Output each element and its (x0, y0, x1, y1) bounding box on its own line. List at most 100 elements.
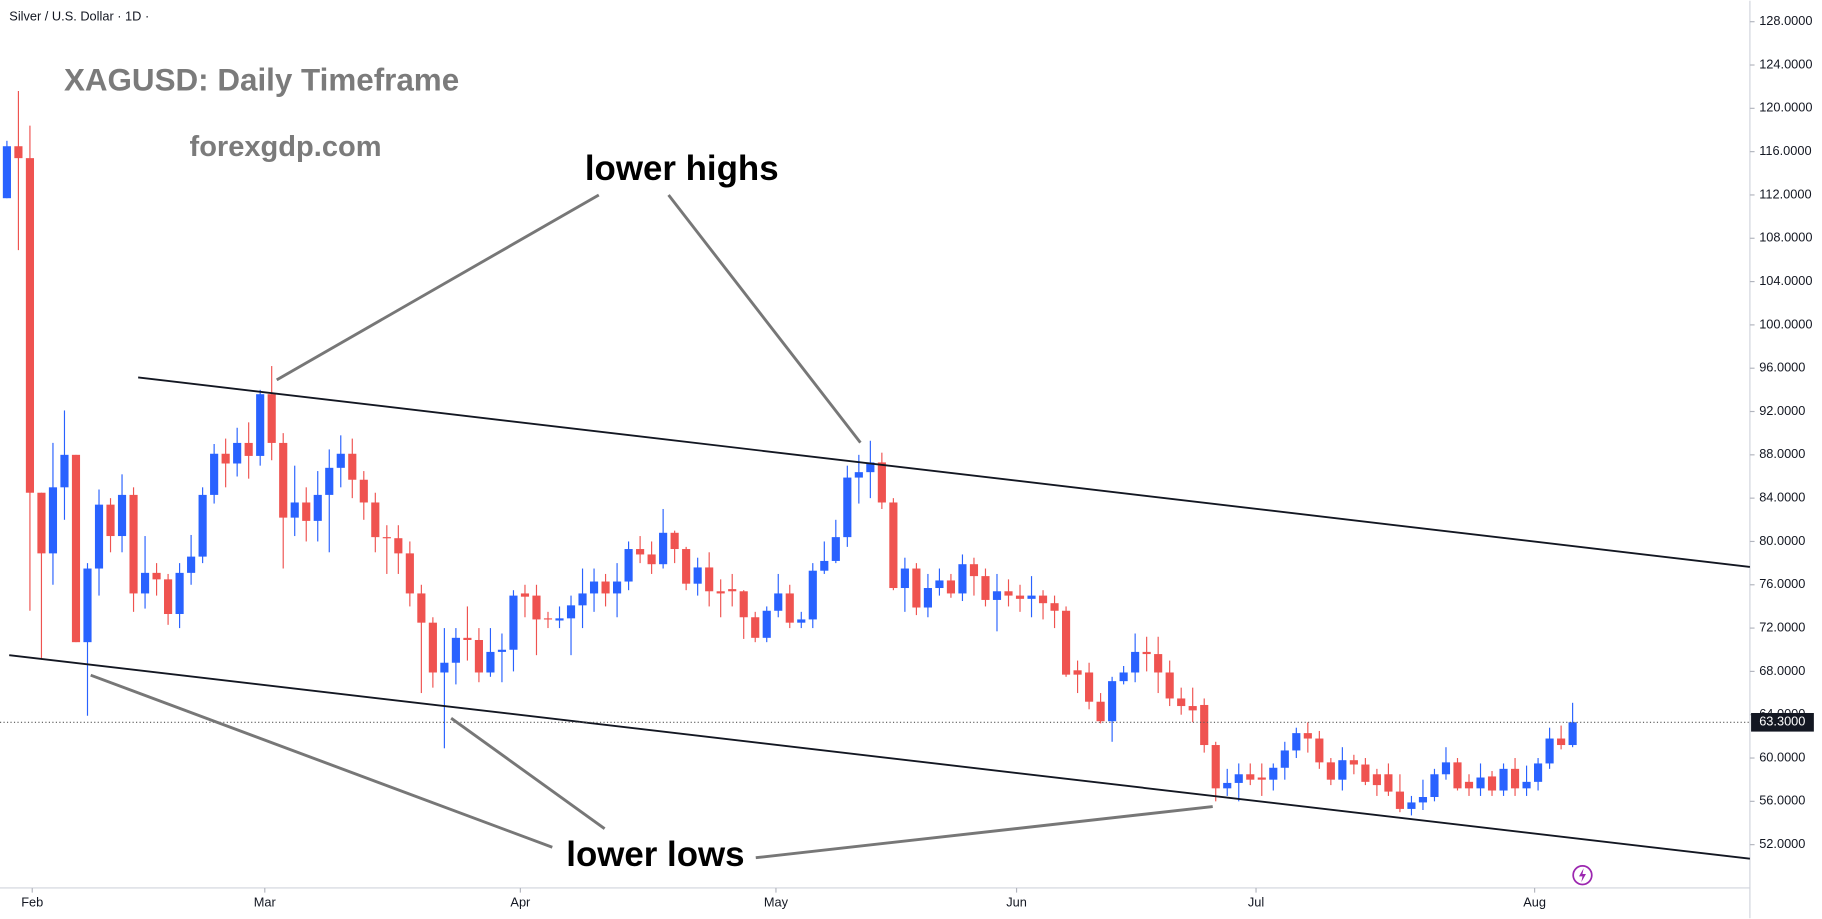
candle-body (1015, 595, 1025, 599)
last-price-label: 63.3000 (1759, 714, 1805, 729)
arrow (450, 717, 606, 830)
candle-body (302, 502, 311, 521)
candle-body (854, 472, 863, 478)
candle-body (140, 572, 150, 594)
candle-body (797, 619, 806, 623)
candle-body (946, 580, 956, 594)
candle-body (785, 593, 794, 623)
candle-body (1142, 651, 1151, 655)
candle-body (1441, 762, 1451, 775)
y-tick-label: 60.0000 (1759, 749, 1805, 764)
candle-body (1073, 670, 1082, 675)
candle-body (1476, 777, 1485, 789)
candle-body (1257, 777, 1266, 780)
candle-body (106, 504, 115, 537)
candle-body (37, 492, 46, 554)
candle-body (1234, 774, 1243, 783)
candle-body (1200, 704, 1209, 746)
candle-body (94, 504, 104, 569)
candle-body (210, 453, 219, 495)
y-tick-label: 52.0000 (1759, 836, 1805, 851)
trendline (138, 376, 1751, 568)
candle-body (244, 442, 253, 456)
candle-body (1557, 738, 1566, 746)
candle-body (60, 454, 69, 488)
candle-body (1372, 774, 1381, 786)
annotation: lower lows (566, 835, 744, 874)
y-tick-label: 108.0000 (1759, 230, 1812, 245)
x-tick-label: Apr (510, 894, 531, 909)
candle-body (313, 494, 322, 521)
candle-body (1280, 750, 1289, 768)
candle-body (164, 579, 173, 615)
y-tick-label: 120.0000 (1759, 100, 1812, 115)
candle-body (1269, 767, 1278, 780)
candle-body (762, 610, 771, 638)
candle-body (1223, 782, 1232, 789)
candle-body (2, 146, 11, 199)
x-tick-label: Jun (1006, 894, 1027, 909)
candle-body (659, 532, 668, 565)
candle-body (647, 554, 656, 565)
candle-body (1292, 733, 1301, 751)
candle-body (589, 581, 599, 594)
candle-body (486, 651, 495, 673)
candle-body (1246, 774, 1255, 780)
symbol-label: Silver / U.S. Dollar · 1D · (9, 8, 149, 23)
candle-body (636, 549, 645, 555)
x-tick-label: Aug (1523, 894, 1546, 909)
candle-body (382, 537, 391, 539)
candle-body (820, 560, 829, 571)
candle-body (900, 568, 909, 589)
candle-body (1534, 763, 1543, 782)
candle-body (682, 549, 691, 584)
candle-body (256, 394, 265, 456)
y-tick-label: 72.0000 (1759, 619, 1805, 634)
x-tick-label: Jul (1248, 894, 1264, 909)
candle-body (117, 494, 127, 537)
candle-body (555, 618, 564, 621)
candle-body (1545, 738, 1554, 764)
annotation: lower highs (585, 149, 779, 188)
candle-body (705, 567, 714, 592)
candle-body (428, 622, 437, 673)
candle-body (371, 502, 380, 538)
candle-body (1188, 706, 1197, 711)
y-tick-label: 88.0000 (1759, 446, 1805, 461)
candle-body (1395, 791, 1404, 809)
candle-body (152, 572, 161, 580)
y-tick-label: 104.0000 (1759, 273, 1812, 288)
last-price-box (1751, 712, 1814, 732)
candle-body (1165, 672, 1174, 699)
candle-body (716, 591, 725, 594)
candle-body (233, 442, 242, 464)
candle-body (601, 581, 610, 594)
candle-body (83, 568, 92, 643)
candle-body (1315, 738, 1324, 763)
candle-body (774, 593, 783, 611)
candle-body (187, 556, 196, 573)
candle-body (1004, 591, 1013, 596)
candle-body (1568, 722, 1577, 746)
candle-body (877, 462, 886, 503)
candle-body (670, 532, 679, 550)
candle-body (14, 146, 23, 159)
candle-body (912, 568, 921, 608)
candle-body (1326, 762, 1335, 780)
alert-bolt[interactable] (1578, 868, 1586, 883)
candle-body (520, 593, 530, 597)
candle-body (1464, 781, 1474, 789)
candle-body (728, 589, 737, 592)
x-tick-label: Mar (254, 894, 277, 909)
alert-icon[interactable] (1572, 865, 1593, 886)
candle-body (1361, 764, 1370, 782)
arrow (667, 194, 862, 444)
candle-body (267, 394, 276, 443)
alert-circle[interactable] (1572, 865, 1593, 886)
candle-body (831, 537, 840, 561)
chart-subtitle: forexgdp.com (190, 131, 382, 163)
candle-body (1061, 610, 1071, 675)
